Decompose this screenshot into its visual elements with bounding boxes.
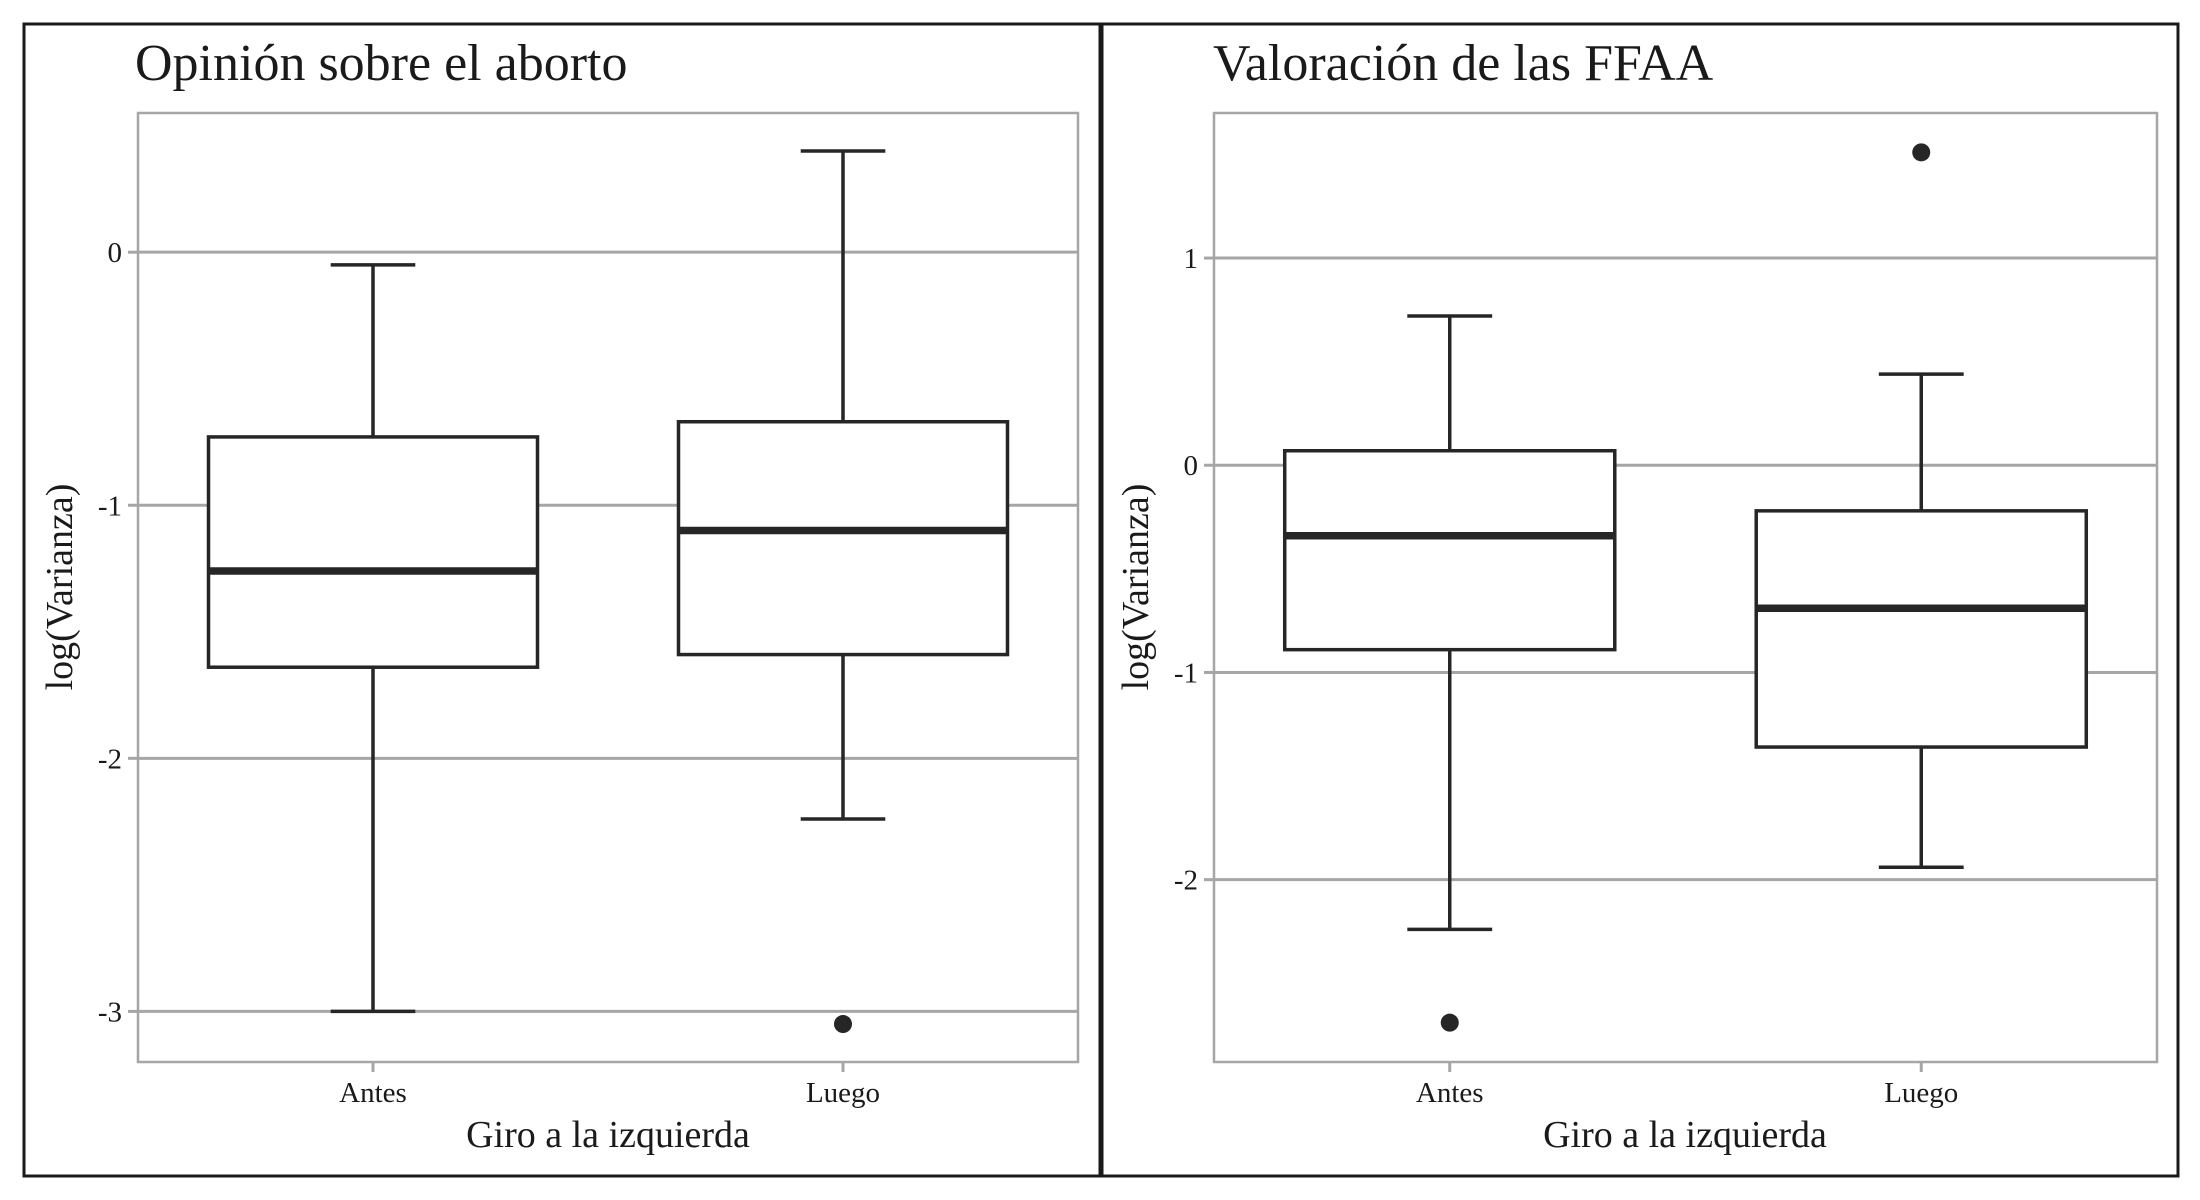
y-axis-title: log(Varianza) — [39, 484, 81, 691]
box-layer — [1282, 143, 2089, 1032]
x-axis-title: Giro a la izquierda — [1543, 1114, 1827, 1156]
y-tick-label: 1 — [1184, 243, 1199, 275]
x-tick-label: Antes — [1416, 1077, 1484, 1109]
outlier-point — [834, 1015, 852, 1034]
y-tick-label: -1 — [1174, 657, 1198, 689]
x-tick-label: Luego — [806, 1077, 880, 1109]
box-layer — [206, 149, 1010, 1034]
box-iqr — [206, 435, 540, 669]
panel-title: Valoración de las FFAA — [1213, 35, 1714, 92]
x-tick-label: Luego — [1884, 1077, 1958, 1109]
panel-border — [22, 22, 1104, 1178]
box-iqr — [676, 419, 1010, 657]
x-axis-ticks: Antes Luego — [339, 1062, 880, 1109]
x-tick-label: Antes — [339, 1077, 407, 1109]
panel-abortion: Opinión sobre el aborto 0 -1 -2 -3 Antes Lue… — [22, 22, 1104, 1178]
y-tick-label: 0 — [1184, 450, 1199, 482]
y-tick-label: 0 — [108, 237, 123, 269]
outlier-point — [1440, 1013, 1459, 1032]
y-axis-ticks: 1 0 -1 -2 — [1174, 243, 1214, 897]
x-axis-title: Giro a la izquierda — [466, 1114, 750, 1156]
outlier-point — [1912, 143, 1931, 162]
y-axis-title: log(Varianza) — [1115, 484, 1157, 691]
panel-armed-forces: Valoración de las FFAA 1 0 -1 -2 Antes Luego… — [1098, 22, 2180, 1178]
y-tick-label: -2 — [1174, 865, 1198, 897]
panel-border — [1098, 22, 2180, 1178]
panel-title: Opinión sobre el aborto — [135, 35, 627, 92]
x-axis-ticks: Antes Luego — [1416, 1062, 1958, 1109]
plot-frame — [136, 111, 1080, 1064]
plot-frame — [1212, 111, 2159, 1064]
y-tick-label: -2 — [98, 743, 122, 775]
y-axis-ticks: 0 -1 -2 -3 — [98, 237, 138, 1028]
box-iqr — [1754, 509, 2089, 749]
y-tick-label: -1 — [98, 490, 122, 522]
y-tick-label: -3 — [98, 996, 122, 1028]
box-iqr — [1282, 448, 1617, 652]
